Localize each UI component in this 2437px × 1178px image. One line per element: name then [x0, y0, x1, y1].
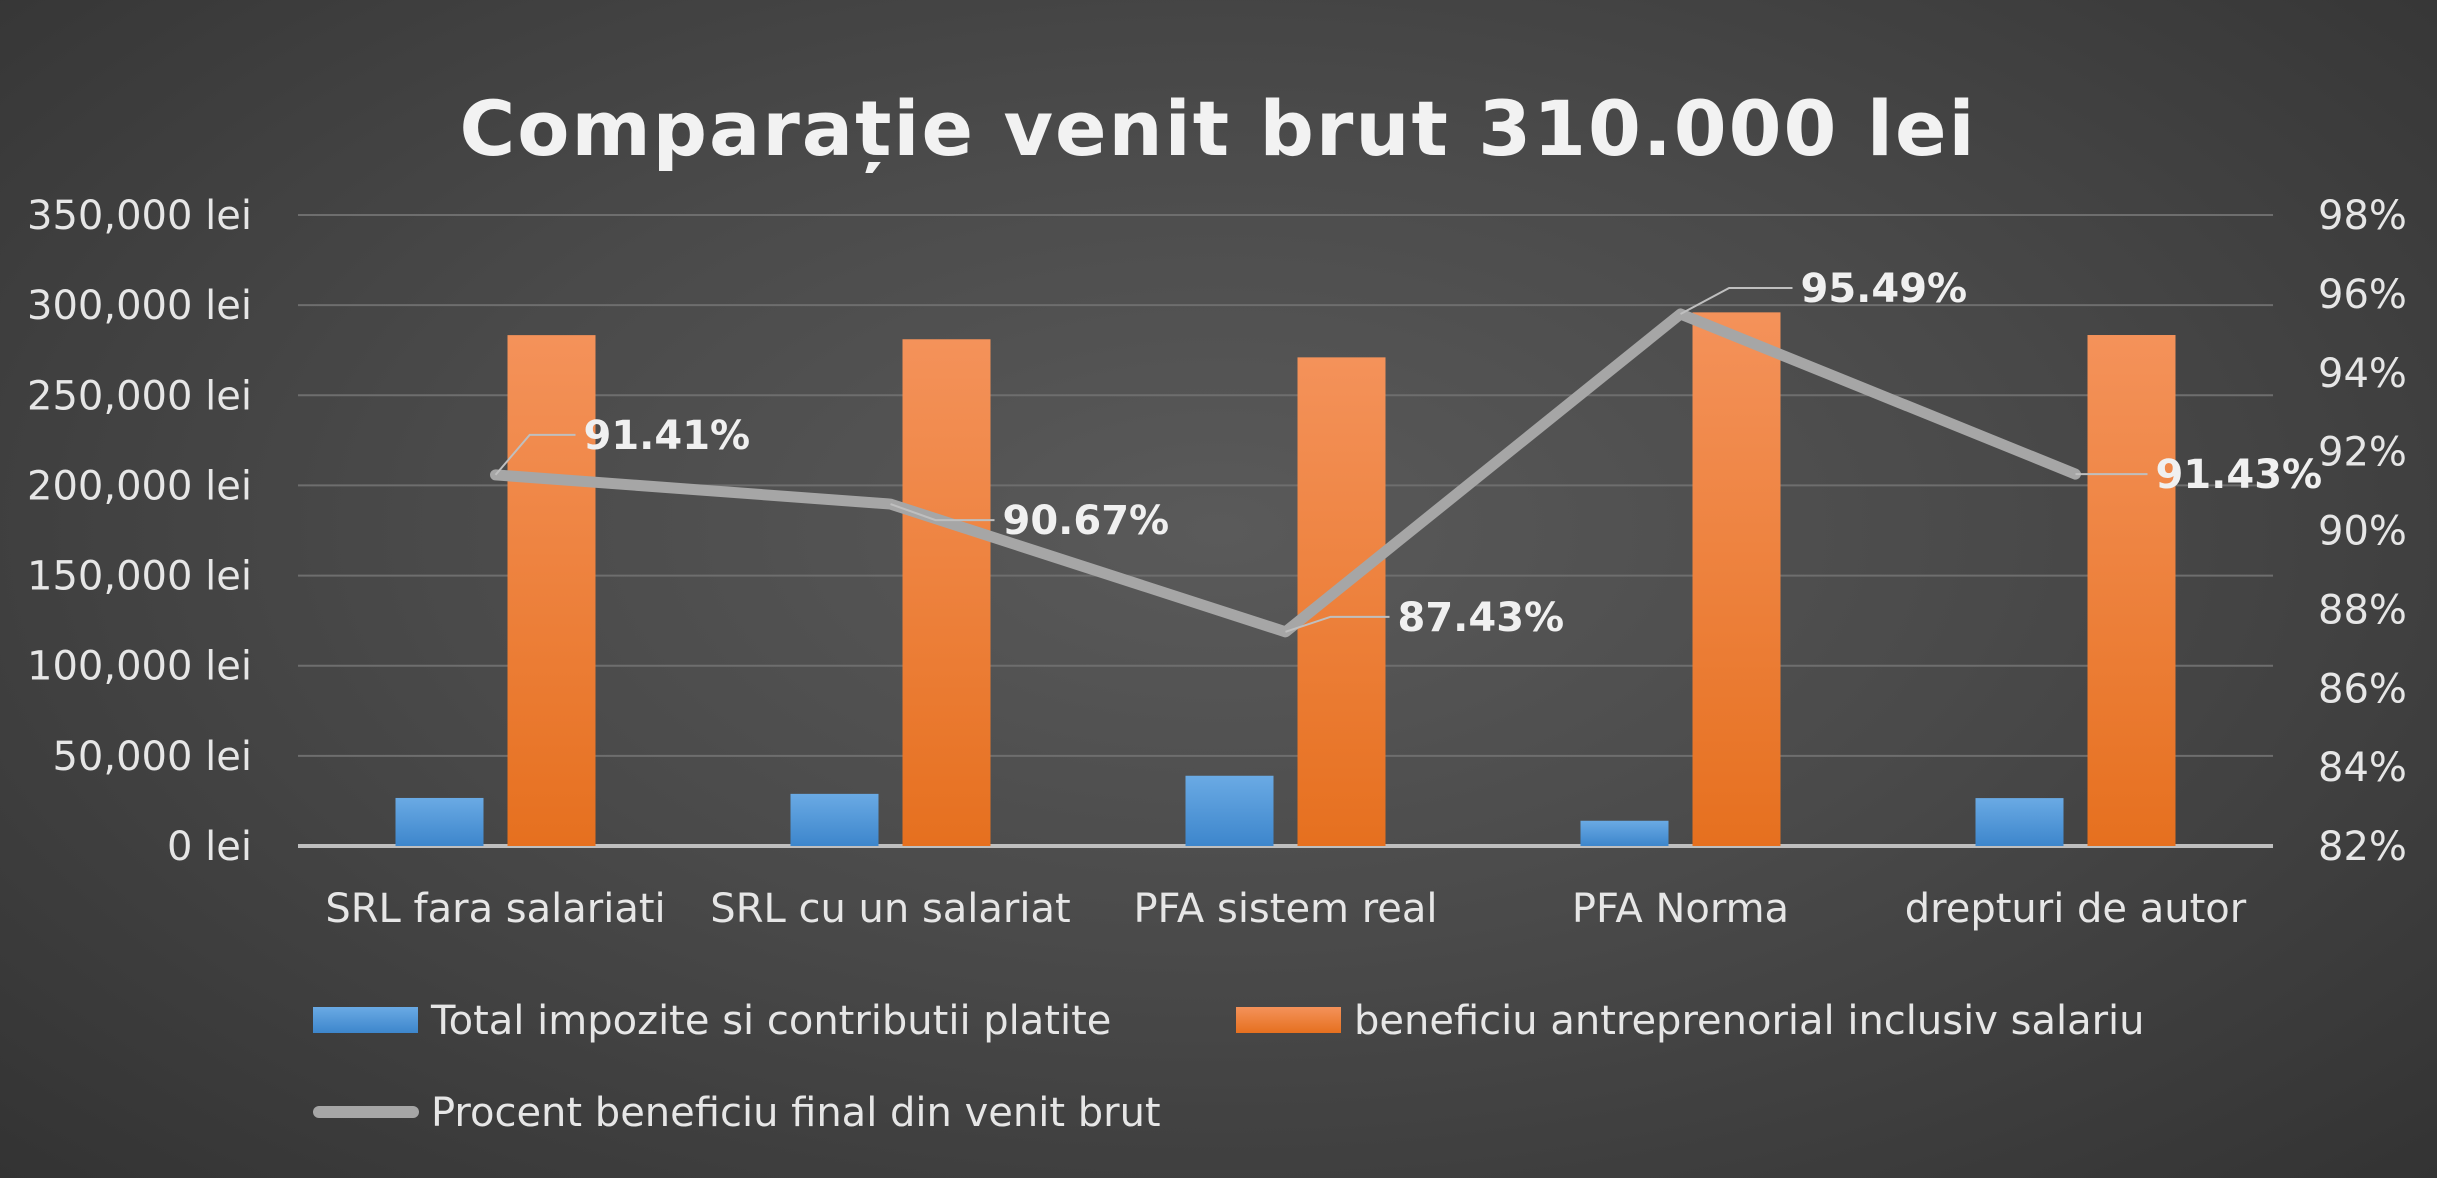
percent-line-path — [490, 308, 2081, 638]
percent-data-label: 95.49% — [1801, 266, 1968, 312]
y-left-tick-label: 300,000 lei — [27, 283, 252, 329]
data-label-leader — [1680, 286, 1793, 315]
y-right-tick-label: 90% — [2318, 509, 2407, 555]
y-right-tick-label: 96% — [2318, 272, 2407, 318]
bars — [395, 312, 2176, 847]
percent-line — [490, 308, 2081, 638]
percent-data-label: 91.41% — [584, 413, 751, 459]
y-axis-left: 0 lei 50,000 lei 100,000 lei 150,000 lei 200… — [27, 193, 252, 870]
legend-label: Total impozite si contributii platite — [430, 998, 1111, 1044]
legend-label: beneficiu antreprenorial inclusiv salari… — [1354, 998, 2145, 1044]
y-left-tick-label: 50,000 lei — [52, 734, 252, 780]
y-left-tick-label: 250,000 lei — [27, 373, 252, 419]
y-right-tick-label: 84% — [2318, 745, 2407, 791]
legend: Total impozite si contributii platite ben… — [313, 998, 2145, 1136]
bar-benefit — [1297, 357, 1386, 846]
y-left-tick-label: 150,000 lei — [27, 554, 252, 600]
data-label-leader — [494, 433, 576, 476]
bar-benefit — [507, 335, 596, 846]
y-left-tick-label: 350,000 lei — [27, 193, 252, 239]
percent-data-label: 87.43% — [1398, 595, 1565, 641]
y-left-tick-label: 200,000 lei — [27, 463, 252, 509]
chart-title: Comparație venit brut 310.000 lei — [459, 84, 1976, 173]
data-label-leader — [1285, 615, 1390, 633]
y-right-tick-label: 88% — [2318, 587, 2407, 633]
data-labels: 91.41% 90.67% 87.43% 95.49% 91.43% — [494, 266, 2323, 641]
x-category-label: SRL cu un salariat — [710, 886, 1070, 932]
bar-taxes — [1185, 775, 1274, 846]
x-category-label: SRL fara salariati — [325, 886, 665, 932]
bar-benefit — [902, 339, 991, 846]
y-left-tick-label: 100,000 lei — [27, 644, 252, 690]
legend-label: Procent beneficiu final din venit brut — [431, 1090, 1161, 1136]
x-category-label: drepturi de autor — [1905, 886, 2247, 932]
bar-taxes — [1580, 820, 1669, 846]
x-category-label: PFA sistem real — [1133, 886, 1437, 932]
x-axis-categories: SRL fara salariati SRL cu un salariat PFA … — [325, 886, 2246, 932]
y-left-tick-label: 0 lei — [167, 824, 252, 870]
y-right-tick-label: 86% — [2318, 666, 2407, 712]
gridlines — [298, 214, 2273, 848]
legend-swatch-benefit — [1236, 1007, 1341, 1033]
percent-data-label: 91.43% — [2156, 452, 2323, 498]
y-right-tick-label: 94% — [2318, 351, 2407, 397]
y-axis-right: 82% 84% 86% 88% 90% 92% 94% 96% 98% — [2318, 193, 2407, 870]
bar-benefit — [2087, 335, 2176, 846]
x-category-label: PFA Norma — [1572, 886, 1789, 932]
legend-swatch-taxes — [313, 1007, 418, 1033]
bar-taxes — [1975, 798, 2064, 846]
bar-benefit — [1692, 312, 1781, 847]
y-right-tick-label: 92% — [2318, 430, 2407, 476]
bar-taxes — [395, 797, 484, 846]
data-label-leader — [890, 503, 995, 522]
y-right-tick-label: 98% — [2318, 193, 2407, 239]
bar-taxes — [790, 793, 879, 846]
y-right-tick-label: 82% — [2318, 824, 2407, 870]
percent-data-label: 90.67% — [1003, 498, 1170, 544]
